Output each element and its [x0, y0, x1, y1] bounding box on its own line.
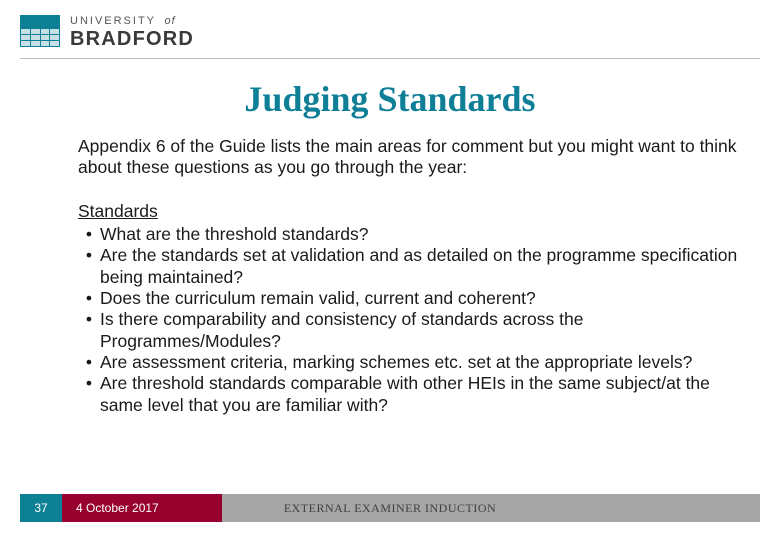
- intro-paragraph: Appendix 6 of the Guide lists the main a…: [78, 136, 740, 179]
- logo-mark-icon: [20, 15, 60, 47]
- slide-footer: 37 4 October 2017 EXTERNAL EXAMINER INDU…: [0, 494, 780, 522]
- list-item: •Are threshold standards comparable with…: [78, 373, 740, 416]
- list-item: •What are the threshold standards?: [78, 224, 740, 245]
- bullet-list: •What are the threshold standards? •Are …: [78, 224, 740, 416]
- header-rule: [20, 58, 760, 59]
- logo-line1-b: of: [164, 15, 175, 27]
- list-item: •Are the standards set at validation and…: [78, 245, 740, 288]
- slide-body: Appendix 6 of the Guide lists the main a…: [78, 136, 740, 416]
- logo-text: UNIVERSITY of BRADFORD: [70, 12, 194, 50]
- list-item: •Does the curriculum remain valid, curre…: [78, 288, 740, 309]
- list-item: •Is there comparability and consistency …: [78, 309, 740, 352]
- list-item: •Are assessment criteria, marking scheme…: [78, 352, 740, 373]
- slide: UNIVERSITY of BRADFORD Judging Standards…: [0, 0, 780, 540]
- footer-doc-title: EXTERNAL EXAMINER INDUCTION: [0, 494, 780, 522]
- logo-line2: BRADFORD: [70, 29, 194, 50]
- section-heading: Standards: [78, 201, 740, 222]
- university-logo: UNIVERSITY of BRADFORD: [20, 12, 194, 50]
- slide-title: Judging Standards: [0, 78, 780, 120]
- logo-line1-a: UNIVERSITY: [70, 15, 156, 27]
